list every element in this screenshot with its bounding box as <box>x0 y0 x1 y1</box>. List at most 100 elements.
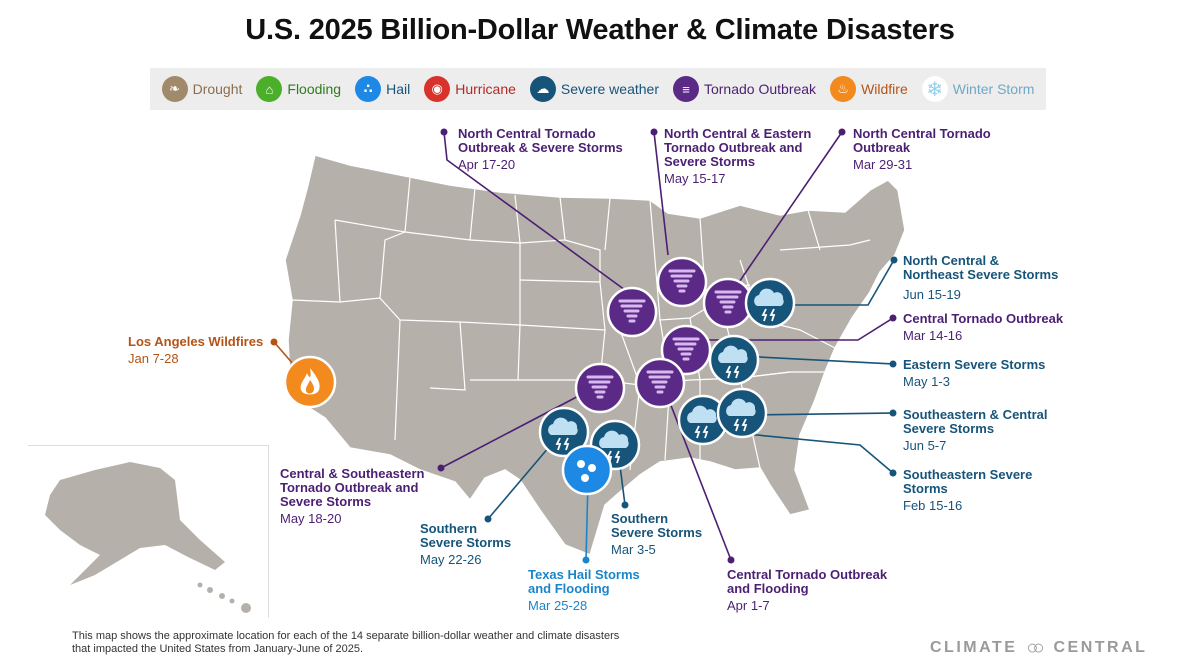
footnote-line: This map shows the approximate location … <box>72 630 620 642</box>
drought-icon: ❧ <box>161 76 188 102</box>
event-dates: Mar 29-31 <box>853 157 913 172</box>
legend-label: Winter Storm <box>952 81 1035 97</box>
marker-wildfire-jan-7-28[interactable] <box>283 355 337 409</box>
event-label: Central & Southeastern Tornado Outbreak … <box>280 467 424 526</box>
event-name: Severe Storms <box>664 154 756 169</box>
legend-item-wildfire: ♨ Wildfire <box>830 76 908 102</box>
event-name: Texas Hail Storms <box>528 567 640 582</box>
legend-item-tornado-outbreak: ≡ Tornado Outbreak <box>672 76 817 102</box>
severe-weather-icon: ☁ <box>529 76 556 102</box>
legend-item-flooding: ⌂ Flooding <box>256 76 341 102</box>
event-dates: Mar 14-16 <box>903 328 963 343</box>
event-name: Central Tornado Outbreak <box>727 567 888 582</box>
event-dates: Apr 17-20 <box>458 157 516 172</box>
event-name: Outbreak & Severe Storms <box>458 140 623 155</box>
event-name: North Central Tornado <box>853 126 991 141</box>
event-name: Tornado Outbreak and <box>664 140 803 155</box>
event-dates: Jun 5-7 <box>903 438 947 453</box>
event-name: and Flooding <box>528 581 610 596</box>
legend-label: Hurricane <box>455 81 516 97</box>
event-name: Southeastern & Central <box>903 407 1048 422</box>
marker-tornado-may-15-17[interactable] <box>656 256 708 308</box>
legend-item-hail: ∴ Hail <box>355 76 410 102</box>
event-name: and Flooding <box>727 581 809 596</box>
event-dates: May 18-20 <box>280 511 342 526</box>
hawaii-islands <box>197 582 251 613</box>
leader-lines <box>273 131 895 561</box>
wildfire-icon: ♨ <box>830 76 857 102</box>
event-label: North Central & Northeast Severe Storms … <box>903 254 1058 302</box>
event-name: Outbreak <box>853 140 911 155</box>
event-label: Texas Hail Storms and Flooding Mar 25-28 <box>528 568 640 613</box>
brand-link-icon: ○○ <box>1026 637 1044 659</box>
brand-text-right: CENTRAL <box>1053 639 1148 656</box>
event-name: Central Tornado Outbreak <box>903 311 1064 326</box>
event-label: Central Tornado Outbreak Mar 14-16 <box>903 312 1063 343</box>
event-name: Central & Southeastern <box>280 466 425 481</box>
legend-label: Tornado Outbreak <box>703 81 817 97</box>
legend: ❧ Drought ⌂ Flooding ∴ Hail ◉ Hurricane … <box>150 68 1046 110</box>
event-name: Severe Storms <box>903 421 995 436</box>
marker-hail-mar-25-28[interactable] <box>561 444 613 496</box>
marker-severe-may-22-26[interactable] <box>538 406 590 458</box>
event-label: Southern Severe Storms May 22-26 <box>420 522 511 567</box>
event-dates: Jun 15-19 <box>903 287 961 302</box>
event-name: Northeast Severe Storms <box>903 267 1059 282</box>
event-name: Southeastern Severe <box>903 467 1033 482</box>
event-dates: Jan 7-28 <box>128 351 179 366</box>
event-dates: May 1-3 <box>903 374 950 389</box>
event-label: Southeastern & Central Severe Storms Jun… <box>903 408 1047 453</box>
event-label: Southeastern Severe Storms Feb 15-16 <box>903 468 1032 513</box>
event-name: North Central & <box>903 253 1000 268</box>
marker-tornado-may-18-20[interactable] <box>574 362 626 414</box>
flooding-icon: ⌂ <box>256 76 283 102</box>
event-name: Storms <box>903 481 948 496</box>
event-dates: May 22-26 <box>420 552 482 567</box>
event-name: Los Angeles Wildfires <box>128 334 264 349</box>
event-name: Severe Storms <box>611 525 703 540</box>
hurricane-icon: ◉ <box>424 76 451 102</box>
legend-item-severe-weather: ☁ Severe weather <box>529 76 659 102</box>
legend-item-winter-storm: ❄ Winter Storm <box>921 76 1035 102</box>
event-name: Southern <box>611 511 669 526</box>
event-label: Los Angeles Wildfires Jan 7-28 <box>128 335 263 366</box>
marker-severe-may-1-3[interactable] <box>708 334 760 386</box>
legend-label: Flooding <box>287 81 342 97</box>
legend-label: Hail <box>386 81 411 97</box>
state-borders <box>291 177 871 471</box>
event-name: North Central Tornado <box>458 126 596 141</box>
event-dates: Feb 15-16 <box>903 498 963 513</box>
marker-severe-jun-5-7[interactable] <box>716 387 768 439</box>
legend-label: Drought <box>192 81 243 97</box>
event-name: Severe Storms <box>280 494 372 509</box>
event-name: Southern <box>420 521 478 536</box>
event-name: Eastern Severe Storms <box>903 357 1046 372</box>
alaska-landmass <box>45 462 225 585</box>
brand-text-left: CLIMATE <box>930 639 1018 656</box>
leader-dots <box>270 128 898 564</box>
brand-logo: CLIMATE ○○ CENTRAL <box>930 637 1147 660</box>
event-label: Central Tornado Outbreak and Flooding Ap… <box>727 568 887 613</box>
event-name: Tornado Outbreak and <box>280 480 419 495</box>
event-name: North Central & Eastern <box>664 126 812 141</box>
tornado-icon: ≡ <box>672 76 699 102</box>
footnote-line: that impacted the United States from Jan… <box>72 643 364 655</box>
legend-label: Severe weather <box>560 81 659 97</box>
event-dates: Apr 1-7 <box>727 598 770 613</box>
event-dates: Mar 3-5 <box>611 542 656 557</box>
winter-storm-icon: ❄ <box>921 76 948 102</box>
legend-item-hurricane: ◉ Hurricane <box>424 76 516 102</box>
event-label: North Central Tornado Outbreak Mar 29-31 <box>853 127 991 172</box>
marker-tornado-apr-17-20[interactable] <box>606 286 658 338</box>
alaska-inset-frame <box>28 445 269 618</box>
contiguous-us-landmass <box>284 154 906 557</box>
event-label: Southern Severe Storms Mar 3-5 <box>611 512 702 557</box>
event-dates: May 15-17 <box>664 171 726 186</box>
hail-icon: ∴ <box>355 76 382 102</box>
event-name: Severe Storms <box>420 535 512 550</box>
event-label: North Central Tornado Outbreak & Severe … <box>458 127 623 172</box>
event-dates: Mar 25-28 <box>528 598 588 613</box>
marker-severe-jun-15-19[interactable] <box>744 277 796 329</box>
marker-tornado-apr-1-7[interactable] <box>634 357 686 409</box>
